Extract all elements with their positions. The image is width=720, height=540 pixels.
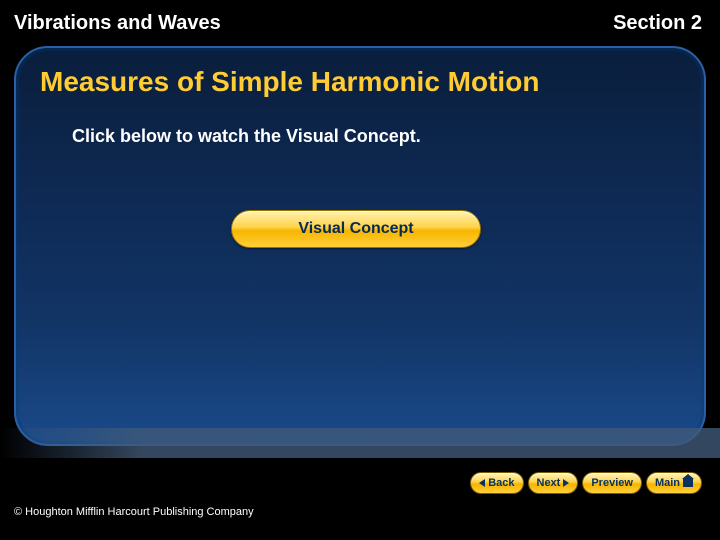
chapter-title: Vibrations and Waves xyxy=(14,12,221,35)
content-panel: Measures of Simple Harmonic Motion Click… xyxy=(14,46,706,446)
back-label: Back xyxy=(488,477,514,489)
visual-concept-button[interactable]: Visual Concept xyxy=(231,210,481,248)
chevron-right-icon xyxy=(563,479,569,487)
main-label: Main xyxy=(655,477,680,489)
instruction-text: Click below to watch the Visual Concept. xyxy=(16,98,704,147)
decorative-strip xyxy=(0,428,720,458)
slide: Vibrations and Waves Section 2 Measures … xyxy=(0,0,720,540)
next-button[interactable]: Next xyxy=(528,472,579,494)
main-button[interactable]: Main xyxy=(646,472,702,494)
preview-label: Preview xyxy=(591,477,633,489)
slide-title: Measures of Simple Harmonic Motion xyxy=(16,48,704,98)
preview-button[interactable]: Preview xyxy=(582,472,642,494)
chevron-left-icon xyxy=(479,479,485,487)
home-icon xyxy=(683,479,693,487)
section-label: Section 2 xyxy=(613,12,702,35)
next-label: Next xyxy=(537,477,561,489)
back-button[interactable]: Back xyxy=(470,472,523,494)
navigation-bar: Back Next Preview Main xyxy=(470,472,702,494)
copyright-text: © Houghton Mifflin Harcourt Publishing C… xyxy=(14,506,254,518)
